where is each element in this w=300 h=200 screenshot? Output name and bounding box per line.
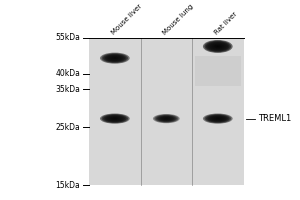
Ellipse shape [208, 115, 228, 122]
Ellipse shape [203, 40, 232, 53]
Ellipse shape [112, 118, 117, 119]
Text: Rat liver: Rat liver [214, 11, 239, 36]
Ellipse shape [206, 41, 230, 52]
Ellipse shape [108, 116, 122, 121]
Ellipse shape [214, 45, 222, 48]
Ellipse shape [215, 118, 220, 119]
Ellipse shape [106, 55, 123, 61]
Ellipse shape [156, 115, 177, 122]
Text: 15kDa: 15kDa [56, 181, 80, 190]
Ellipse shape [153, 114, 180, 123]
Ellipse shape [211, 116, 225, 121]
Text: 40kDa: 40kDa [55, 69, 80, 78]
Text: Mouse liver: Mouse liver [111, 3, 143, 36]
Ellipse shape [203, 114, 232, 124]
Ellipse shape [106, 116, 123, 122]
Text: 25kDa: 25kDa [56, 123, 80, 132]
Ellipse shape [105, 54, 125, 62]
Ellipse shape [163, 117, 170, 120]
Ellipse shape [215, 45, 220, 47]
Text: 55kDa: 55kDa [55, 33, 80, 42]
Ellipse shape [160, 116, 172, 121]
Ellipse shape [208, 42, 228, 51]
Ellipse shape [205, 114, 231, 123]
Ellipse shape [217, 118, 218, 119]
Ellipse shape [212, 117, 223, 120]
Ellipse shape [100, 114, 130, 124]
Text: Mouse lung: Mouse lung [162, 3, 195, 36]
Ellipse shape [164, 118, 168, 119]
Ellipse shape [157, 115, 176, 122]
Ellipse shape [159, 116, 174, 121]
Bar [195, 56, 241, 86]
Ellipse shape [206, 115, 230, 123]
Ellipse shape [154, 114, 178, 123]
Ellipse shape [212, 44, 223, 49]
Ellipse shape [112, 57, 117, 59]
Ellipse shape [110, 117, 120, 120]
Ellipse shape [166, 118, 167, 119]
Ellipse shape [100, 53, 130, 64]
Ellipse shape [161, 117, 171, 120]
Ellipse shape [214, 117, 222, 120]
Bar [89, 38, 244, 185]
Ellipse shape [110, 56, 120, 60]
Ellipse shape [111, 117, 119, 120]
Ellipse shape [103, 54, 127, 63]
Text: 35kDa: 35kDa [55, 85, 80, 94]
Ellipse shape [209, 116, 226, 122]
Ellipse shape [217, 46, 218, 47]
Ellipse shape [108, 56, 122, 61]
Text: TREML1: TREML1 [258, 114, 292, 123]
Ellipse shape [101, 53, 128, 63]
Ellipse shape [111, 57, 119, 60]
Ellipse shape [101, 114, 128, 123]
Ellipse shape [211, 43, 225, 49]
Ellipse shape [114, 118, 116, 119]
Ellipse shape [105, 115, 125, 122]
Ellipse shape [103, 115, 127, 123]
Ellipse shape [209, 43, 226, 50]
Ellipse shape [205, 41, 231, 52]
